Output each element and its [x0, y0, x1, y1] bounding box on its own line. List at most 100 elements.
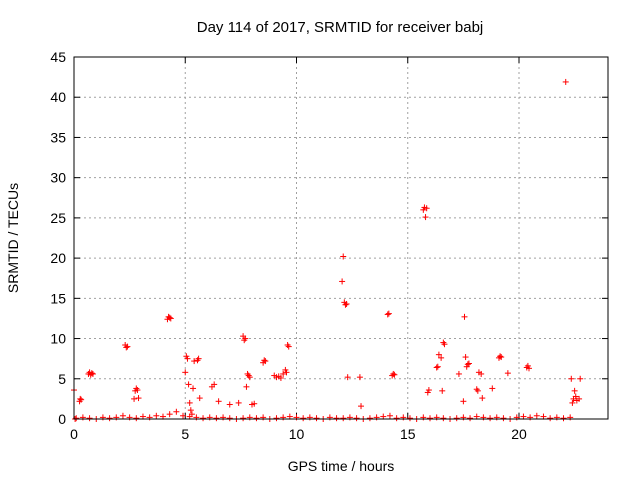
data-point — [568, 375, 575, 382]
chart-title: Day 114 of 2017, SRMTID for receiver bab… — [197, 19, 484, 36]
data-point — [235, 399, 242, 406]
data-point — [462, 354, 469, 361]
y-tick-label: 45 — [50, 49, 66, 65]
data-point — [185, 381, 192, 388]
data-point — [427, 415, 433, 422]
data-point — [280, 370, 287, 377]
x-tick-label: 0 — [70, 426, 78, 442]
data-point — [195, 355, 202, 362]
y-tick-label: 20 — [50, 250, 66, 266]
data-point — [498, 354, 505, 361]
y-tick-label: 0 — [58, 411, 66, 427]
data-point — [211, 381, 218, 388]
data-point — [246, 374, 253, 381]
data-point — [391, 371, 398, 378]
data-point — [86, 415, 93, 422]
data-point — [89, 370, 96, 377]
y-tick-label: 35 — [50, 129, 66, 145]
data-point — [489, 385, 496, 392]
data-point — [390, 370, 397, 377]
data-point — [340, 253, 347, 260]
data-point — [166, 314, 173, 321]
x-tick-label: 20 — [511, 426, 527, 442]
data-point — [88, 370, 95, 377]
data-point — [167, 315, 174, 322]
data-point — [453, 415, 460, 422]
data-point — [386, 412, 393, 419]
data-point — [526, 365, 533, 372]
data-point — [384, 311, 391, 318]
data-point — [131, 395, 138, 402]
data-point — [500, 415, 507, 422]
y-tick-label: 30 — [50, 170, 66, 186]
x-tick-label: 10 — [289, 426, 305, 442]
data-point — [479, 395, 486, 402]
data-point — [572, 393, 579, 400]
data-point — [166, 411, 173, 418]
y-axis-label: SRMTID / TECUs — [5, 183, 21, 293]
data-point — [300, 415, 307, 422]
data-point — [497, 353, 504, 360]
data-point — [406, 415, 413, 422]
data-point — [342, 301, 349, 308]
data-point — [439, 387, 446, 394]
data-point — [123, 344, 130, 351]
data-point — [441, 341, 448, 348]
data-point — [213, 415, 220, 422]
data-point — [569, 399, 576, 406]
data-point — [547, 415, 554, 422]
y-tick-label: 40 — [50, 89, 66, 105]
grid-lines — [74, 57, 608, 419]
y-tick-label: 15 — [50, 290, 66, 306]
data-point — [440, 415, 447, 422]
data-point — [340, 415, 347, 422]
data-point — [77, 395, 84, 402]
data-point — [344, 374, 351, 381]
data-point — [576, 395, 583, 402]
x-tick-label: 15 — [400, 426, 416, 442]
x-axis-label: GPS time / hours — [288, 458, 395, 474]
data-point — [196, 395, 203, 402]
data-point — [465, 360, 472, 367]
data-point — [474, 387, 481, 394]
data-point — [135, 395, 142, 402]
data-point — [133, 415, 140, 422]
data-point — [226, 401, 233, 408]
data-point — [504, 370, 511, 377]
data-point — [356, 374, 363, 381]
data-point — [277, 374, 284, 381]
data-point — [434, 363, 441, 370]
data-point — [433, 364, 440, 371]
data-point — [533, 412, 540, 419]
data-point — [242, 335, 249, 342]
data-point — [184, 355, 191, 362]
data-point — [187, 407, 194, 414]
data-point — [358, 403, 365, 410]
data-point — [243, 383, 250, 390]
data-point — [173, 408, 180, 415]
data-point — [180, 412, 187, 419]
data-point — [283, 369, 290, 376]
data-point — [119, 412, 126, 419]
data-point — [461, 313, 468, 320]
data-point — [333, 415, 340, 422]
data-point — [313, 415, 320, 422]
data-point — [226, 415, 233, 422]
y-tick-label: 10 — [50, 331, 66, 347]
data-point — [577, 375, 584, 382]
data-point — [240, 415, 247, 422]
data-point — [251, 400, 258, 407]
data-point — [460, 398, 467, 405]
data-point — [134, 387, 141, 394]
data-point — [273, 415, 280, 422]
data-point — [438, 354, 445, 361]
data-point — [560, 415, 567, 422]
data-point — [262, 358, 269, 365]
data-point — [366, 415, 373, 422]
data-point — [353, 415, 360, 422]
y-tick-label: 5 — [58, 371, 66, 387]
data-point — [106, 415, 113, 422]
data-point — [562, 78, 569, 85]
data-point — [464, 361, 471, 368]
